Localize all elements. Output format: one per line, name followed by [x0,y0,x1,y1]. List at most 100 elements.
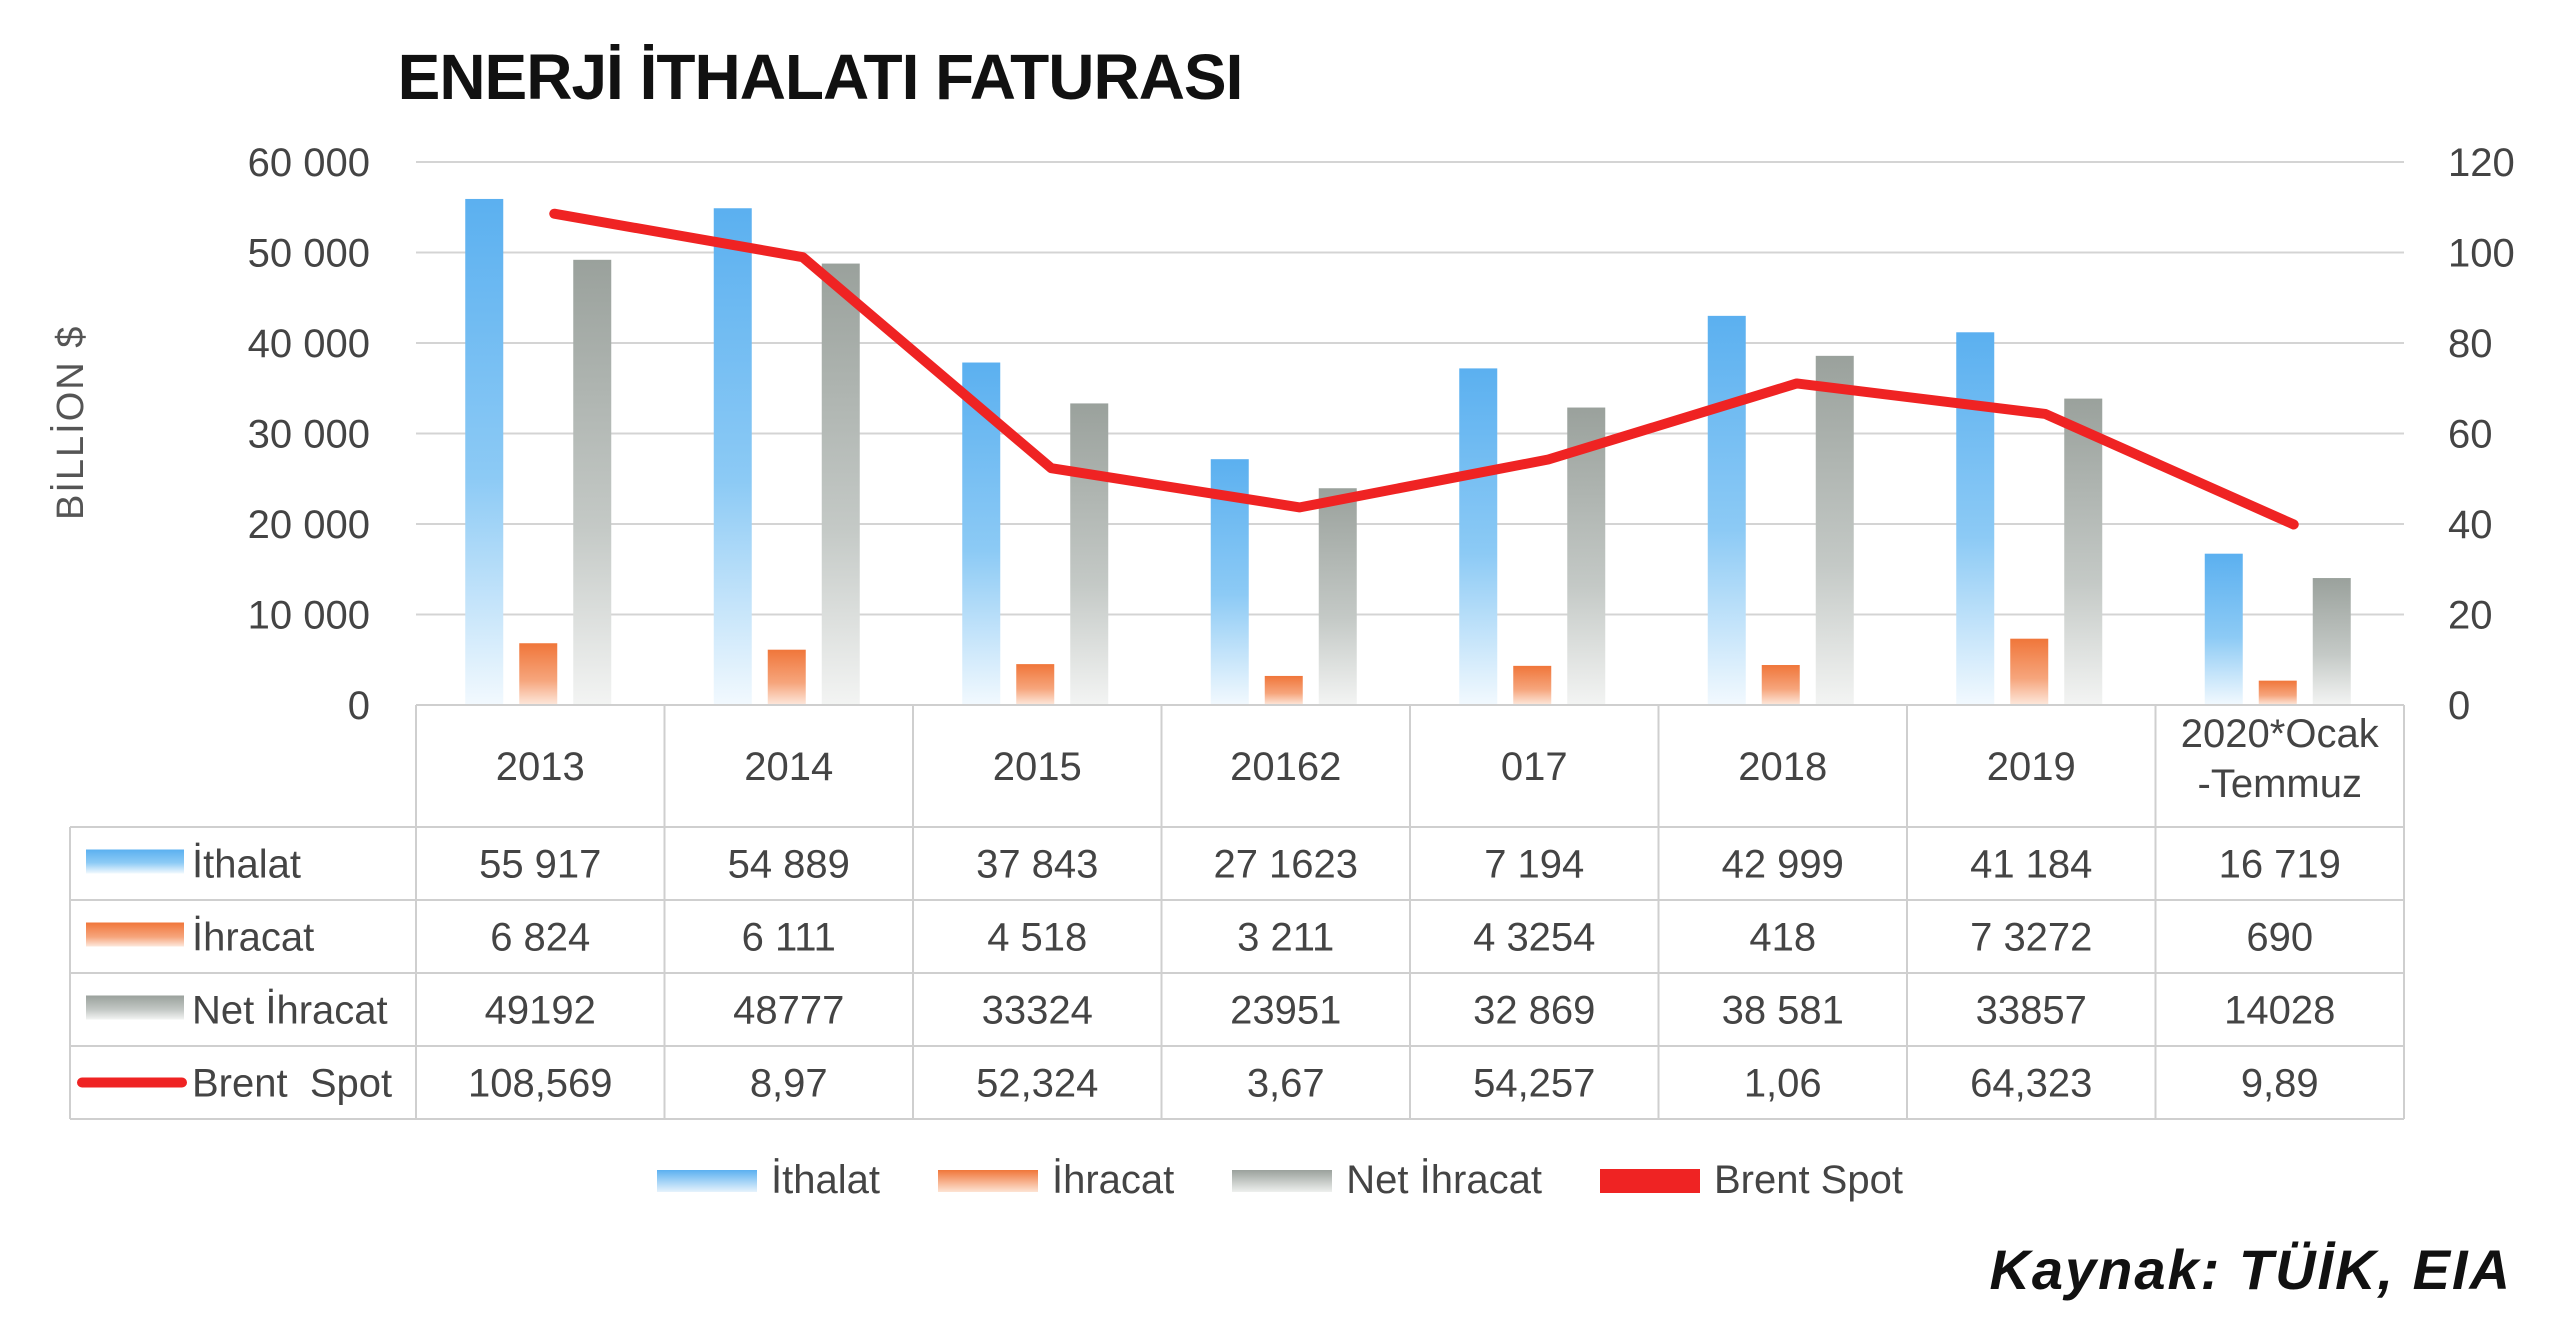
bar-ihracat [1513,665,1552,705]
bar-ithalat [2204,553,2243,705]
left-tick-label: 20 000 [248,503,370,547]
table-cell: 64,323 [1970,1062,2092,1106]
left-tick-label: 10 000 [248,594,370,638]
right-tick-label: 40 [2448,503,2493,547]
table-cell: 418 [1749,916,1816,960]
table-cell: 54 889 [728,843,850,887]
table-cell: 49192 [485,989,596,1033]
bar-ihracat [767,649,806,705]
bar-net-ihracat [2312,578,2351,705]
legend: İthalat İhracat Net İhracat Brent Spot [0,1158,2560,1203]
table-cell: 4 3254 [1473,916,1595,960]
table-cell: 37 843 [976,843,1098,887]
table-cell: 32 869 [1473,989,1595,1033]
right-tick-label: 120 [2448,141,2515,185]
bar-net-ihracat [573,259,612,705]
bar-ithalat [713,208,752,705]
brent-spot-line [549,208,2299,530]
table-cell: 52,324 [976,1062,1098,1106]
bar-net-ihracat [1070,403,1109,705]
table-cell: 9,89 [2241,1062,2319,1106]
legend-item-ithalat: İthalat [657,1158,880,1203]
category-label: 017 [1501,745,1568,789]
category-label: 2018 [1738,745,1827,789]
category-label: 2013 [496,745,585,789]
bar-ithalat [1459,368,1498,705]
left-tick-label: 0 [348,684,370,728]
table-swatch-net-ihracat [86,995,184,1020]
table-cell: 16 719 [2219,843,2341,887]
bar-ihracat [519,643,558,705]
bar-ihracat [2258,680,2297,705]
left-tick-label: 50 000 [248,232,370,276]
category-label: 2020*Ocak -Temmuz [2181,712,2380,806]
table-cell: 54,257 [1473,1062,1595,1106]
table-cell: 55 917 [479,843,601,887]
table-cell: 4 518 [987,916,1087,960]
row-label-net-ihracat: Net İhracat [192,988,388,1033]
legend-item-ihracat: İhracat [938,1158,1174,1203]
legend-label-brent-spot: Brent Spot [1713,1158,1903,1202]
table-cell: 23951 [1230,989,1341,1033]
table-cell: 48777 [733,989,844,1033]
chart-title: ENERJİ İTHALATI FATURASI [397,41,1244,113]
table-cell: 33857 [1976,989,2087,1033]
legend-swatch-ihracat [938,1169,1038,1192]
legend-swatch-net-ihracat [1232,1169,1333,1192]
table-swatch-ithalat [86,849,184,874]
table-cell: 42 999 [1722,843,1844,887]
legend-label-net-ihracat: Net İhracat [1346,1158,1542,1202]
row-label-ithalat: İthalat [192,842,301,887]
category-label-line: -Temmuz [2198,762,2362,806]
bar-ihracat [1761,665,1800,705]
legend-item-brent-spot: Brent Spot [1599,1158,1903,1203]
legend-label-ihracat: İhracat [1052,1158,1175,1202]
bar-net-ihracat [821,263,860,705]
bar-ithalat [1956,332,1995,705]
table-cell: 6 824 [490,916,590,960]
bar-ihracat [2010,638,2049,705]
table-cell: 41 184 [1970,843,2092,887]
legend-swatch-brent-spot [1599,1168,1700,1193]
table-cell: 33324 [982,989,1093,1033]
table-cell: 7 3272 [1970,916,2092,960]
row-label-brent-spot: Brent Spot [192,1062,392,1106]
row-label-ihracat: İhracat [192,915,314,960]
bar-ihracat [1016,664,1055,705]
table-cell: 3 211 [1237,916,1334,960]
bar-ithalat [465,198,504,705]
table-cell: 27 1623 [1213,843,1358,887]
bar-net-ihracat [1815,355,1854,705]
legend-label-ithalat: İthalat [771,1158,880,1202]
bar-ithalat [1707,315,1746,705]
right-tick-label: 20 [2448,594,2493,638]
table-cell: 690 [2246,916,2313,960]
right-tick-label: 100 [2448,232,2515,276]
legend-swatch-ithalat [657,1169,758,1192]
table-cell: 1,06 [1744,1062,1822,1106]
category-label: 2015 [993,745,1082,789]
bar-net-ihracat [1567,407,1606,705]
source-note: Kaynak: TÜİK, EIA [1989,1238,2512,1301]
category-label: 2014 [744,745,833,789]
table-cell: 8,97 [750,1062,828,1106]
table-cell: 3,67 [1247,1062,1325,1106]
legend-item-net-ihracat: Net İhracat [1232,1158,1542,1203]
table-cell: 7 194 [1484,843,1584,887]
bar-net-ihracat [2064,398,2103,705]
table-swatch-ihracat [86,922,184,947]
bar-ihracat [1264,675,1303,705]
bar-net-ihracat [1318,488,1357,705]
category-label: 2019 [1987,745,2076,789]
table-cell: 108,569 [468,1062,613,1106]
right-tick-label: 60 [2448,413,2493,457]
table-cell: 38 581 [1722,989,1844,1033]
table-cell: 6 111 [742,916,836,960]
category-label: 20162 [1230,745,1341,789]
table-cell: 14028 [2224,989,2335,1033]
right-tick-label: 0 [2448,684,2470,728]
category-label-line: 2020*Ocak [2181,712,2380,756]
left-tick-label: 40 000 [248,322,370,366]
right-tick-label: 80 [2448,322,2493,366]
